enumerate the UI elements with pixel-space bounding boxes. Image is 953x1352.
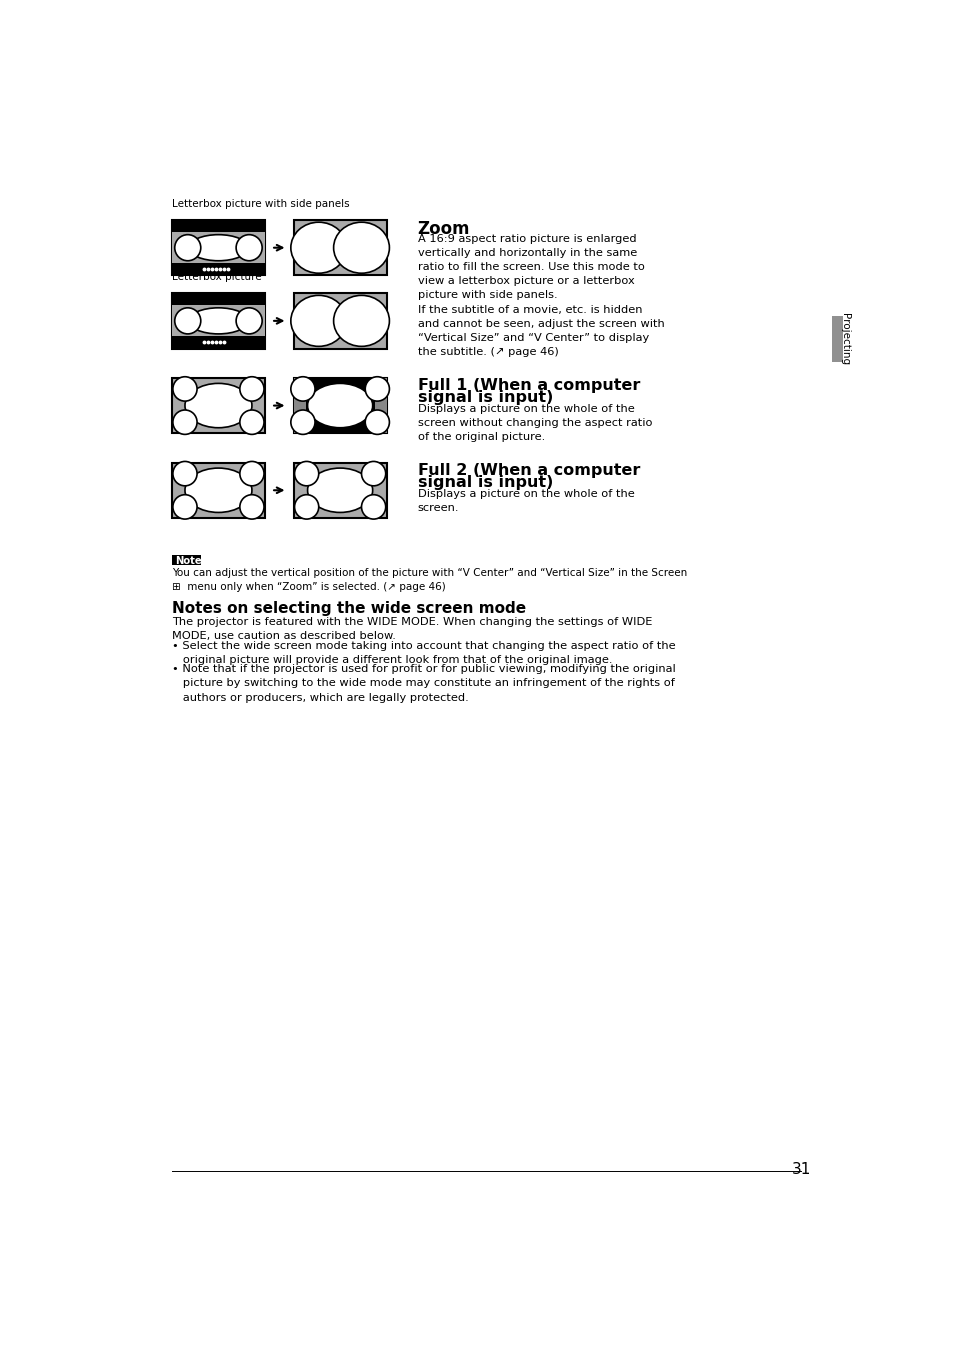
Ellipse shape — [172, 410, 197, 434]
Ellipse shape — [172, 495, 197, 519]
Text: Full 2 (When a computer: Full 2 (When a computer — [417, 462, 639, 477]
Text: Full 1 (When a computer: Full 1 (When a computer — [417, 377, 639, 393]
Ellipse shape — [239, 495, 264, 519]
Bar — [172, 220, 265, 276]
Ellipse shape — [189, 235, 248, 261]
Text: • Note that if the projector is used for profit or for public viewing, modifying: • Note that if the projector is used for… — [172, 664, 675, 703]
Text: You can adjust the vertical position of the picture with “V Center” and “Vertica: You can adjust the vertical position of … — [172, 568, 686, 592]
Ellipse shape — [334, 222, 389, 273]
Ellipse shape — [307, 384, 373, 427]
Ellipse shape — [239, 377, 264, 402]
Ellipse shape — [185, 384, 252, 427]
Bar — [172, 306, 265, 337]
Ellipse shape — [185, 468, 252, 512]
Ellipse shape — [307, 468, 373, 512]
Text: Letterbox picture with side panels: Letterbox picture with side panels — [172, 199, 349, 210]
Ellipse shape — [189, 308, 248, 334]
Ellipse shape — [291, 377, 314, 402]
Text: A 16:9 aspect ratio picture is enlarged
vertically and horizontally in the same
: A 16:9 aspect ratio picture is enlarged … — [417, 234, 663, 357]
Text: • Select the wide screen mode taking into account that changing the aspect ratio: • Select the wide screen mode taking int… — [172, 641, 675, 665]
Bar — [294, 377, 305, 433]
Text: signal is input): signal is input) — [417, 475, 553, 489]
Ellipse shape — [239, 461, 264, 485]
Text: Note: Note — [174, 556, 201, 565]
Text: Notes on selecting the wide screen mode: Notes on selecting the wide screen mode — [172, 602, 525, 617]
Ellipse shape — [294, 495, 318, 519]
Ellipse shape — [291, 295, 346, 346]
Bar — [831, 316, 842, 362]
Bar — [294, 377, 386, 433]
Bar — [172, 554, 201, 565]
Text: The projector is featured with the WIDE MODE. When changing the settings of WIDE: The projector is featured with the WIDE … — [172, 617, 652, 641]
Text: signal is input): signal is input) — [417, 391, 553, 406]
Ellipse shape — [334, 295, 389, 346]
Bar — [375, 377, 386, 433]
Ellipse shape — [174, 235, 200, 261]
Text: Displays a picture on the whole of the
screen.: Displays a picture on the whole of the s… — [417, 488, 634, 512]
Bar — [294, 462, 386, 518]
Ellipse shape — [365, 410, 389, 434]
Ellipse shape — [172, 377, 197, 402]
Ellipse shape — [365, 377, 389, 402]
Bar — [294, 220, 386, 276]
Text: Zoom: Zoom — [417, 220, 470, 238]
Text: Letterbox picture: Letterbox picture — [172, 272, 261, 283]
Ellipse shape — [172, 461, 197, 485]
Bar — [172, 377, 265, 433]
Ellipse shape — [236, 308, 262, 334]
Ellipse shape — [291, 222, 346, 273]
Ellipse shape — [239, 410, 264, 434]
Ellipse shape — [174, 308, 200, 334]
Text: Displays a picture on the whole of the
screen without changing the aspect ratio
: Displays a picture on the whole of the s… — [417, 404, 652, 442]
Ellipse shape — [361, 495, 385, 519]
Bar — [294, 293, 386, 349]
Ellipse shape — [294, 461, 318, 485]
Ellipse shape — [291, 410, 314, 434]
Ellipse shape — [236, 235, 262, 261]
Bar — [172, 462, 265, 518]
Text: Projecting: Projecting — [840, 314, 849, 365]
Bar — [172, 293, 265, 349]
Bar — [172, 233, 265, 264]
Text: 31: 31 — [791, 1163, 810, 1178]
Ellipse shape — [361, 461, 385, 485]
